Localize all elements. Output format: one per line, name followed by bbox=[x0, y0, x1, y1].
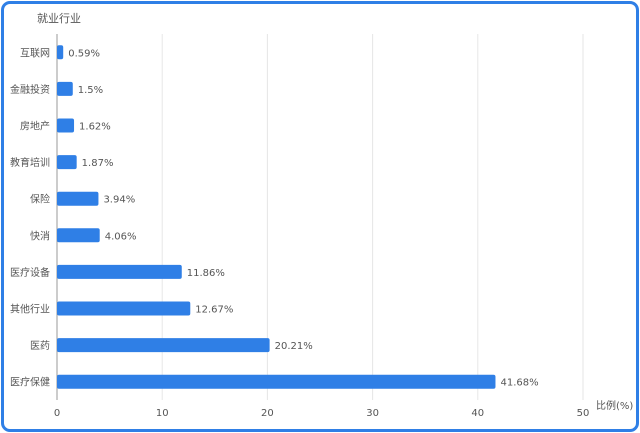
bar-value-label: 12.67% bbox=[195, 305, 233, 316]
x-axis-title: 比例(%) bbox=[596, 399, 633, 412]
bar-value-label: 11.86% bbox=[187, 268, 225, 279]
y-tick-label: 教育培训 bbox=[10, 156, 50, 169]
labels: 0 10 20 30 40 50 互联网 0.59% 金融投资 1.5% 房地产 1.62% 教育培训 1… bbox=[10, 47, 589, 419]
x-tick-label: 40 bbox=[471, 408, 484, 419]
bar bbox=[57, 118, 75, 133]
y-tick-label: 房地产 bbox=[20, 120, 50, 133]
bar bbox=[57, 81, 73, 96]
bar bbox=[57, 338, 270, 353]
bar-value-label: 1.5% bbox=[78, 85, 103, 96]
bar-value-label: 41.68% bbox=[500, 378, 538, 389]
bar bbox=[57, 264, 182, 279]
y-tick-label: 其他行业 bbox=[10, 303, 50, 316]
x-tick-label: 10 bbox=[156, 408, 169, 419]
bar bbox=[57, 45, 64, 60]
y-tick-label: 金融投资 bbox=[10, 83, 50, 96]
bar bbox=[57, 228, 100, 243]
y-axis-title: 就业行业 bbox=[37, 11, 81, 25]
y-tick-label: 快消 bbox=[30, 229, 50, 242]
y-tick-label: 医疗设备 bbox=[10, 266, 50, 279]
y-tick-label: 医疗保健 bbox=[10, 376, 50, 389]
bar bbox=[57, 155, 77, 170]
bar-value-label: 0.59% bbox=[68, 48, 100, 59]
bar-value-label: 1.62% bbox=[79, 122, 111, 133]
bar-value-label: 20.21% bbox=[275, 341, 313, 352]
bar bbox=[57, 374, 496, 389]
bar-value-label: 4.06% bbox=[105, 231, 137, 242]
x-tick-label: 0 bbox=[54, 408, 60, 419]
bars bbox=[57, 45, 496, 389]
bar-value-label: 1.87% bbox=[82, 158, 114, 169]
x-tick-label: 50 bbox=[577, 408, 590, 419]
y-tick-label: 互联网 bbox=[20, 47, 50, 59]
y-tick-label: 医药 bbox=[30, 340, 50, 352]
x-tick-label: 20 bbox=[261, 408, 274, 419]
bar bbox=[57, 191, 99, 206]
bar bbox=[57, 301, 191, 316]
x-tick-label: 30 bbox=[366, 408, 379, 419]
bar-value-label: 3.94% bbox=[103, 195, 135, 206]
y-tick-label: 保险 bbox=[30, 193, 50, 206]
